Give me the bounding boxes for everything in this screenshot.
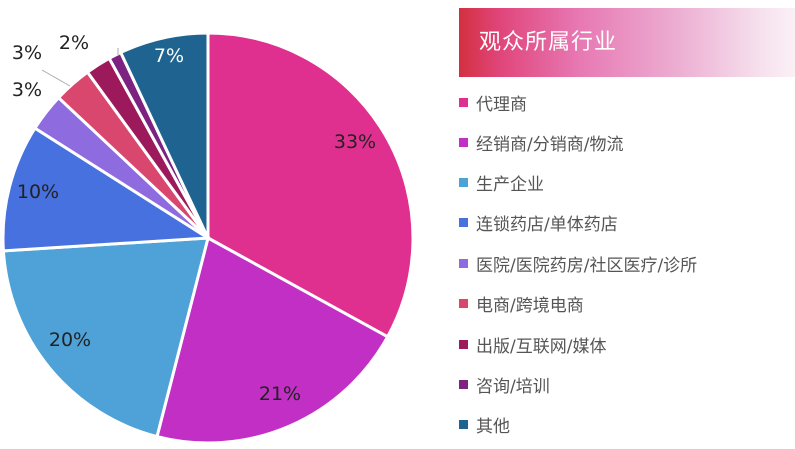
pie-slice	[206, 31, 415, 339]
legend-item: 代理商	[459, 87, 527, 117]
legend-item: 电商/跨境电商	[459, 288, 584, 318]
legend-item: 生产企业	[459, 167, 544, 197]
pie-data-label: 10%	[17, 181, 59, 203]
legend-label: 代理商	[476, 94, 527, 115]
legend-item: 咨询/培训	[459, 369, 550, 399]
pie-data-label: 3%	[12, 79, 42, 101]
legend-swatch	[459, 419, 468, 429]
legend-swatch	[459, 379, 468, 389]
pie-slice	[155, 235, 390, 445]
pie-chart: 33% 21% 20% 10% 3% 3% 2% 7%	[1, 31, 415, 445]
legend-item: 医院/医院药房/社区医疗/诊所	[459, 248, 697, 278]
legend-label: 咨询/培训	[476, 376, 550, 397]
legend-label: 连锁药店/单体药店	[476, 214, 618, 235]
legend-swatch	[459, 217, 468, 227]
legend-label: 电商/跨境电商	[476, 295, 584, 316]
legend-swatch	[459, 258, 468, 268]
legend-swatch	[459, 339, 468, 349]
pie-data-label: 21%	[259, 383, 301, 405]
legend-item: 经销商/分销商/物流	[459, 127, 623, 157]
legend-label: 其他	[476, 416, 510, 437]
legend-swatch	[459, 137, 468, 147]
pie-slice	[1, 126, 213, 253]
pie-data-label: 20%	[49, 329, 91, 351]
chart-title-banner: 观众所属行业	[459, 8, 795, 77]
legend-label: 出版/互联网/媒体	[476, 336, 607, 357]
pie-slice	[1, 236, 210, 439]
pie-data-label: 3%	[12, 42, 42, 64]
pie-data-label: 7%	[154, 45, 184, 67]
legend-swatch	[459, 298, 468, 308]
legend-item: 其他	[459, 409, 510, 439]
legend-swatch	[459, 177, 468, 187]
chart-title: 观众所属行业	[479, 30, 618, 55]
pie-data-label: 33%	[334, 131, 376, 153]
legend-item: 连锁药店/单体药店	[459, 207, 618, 237]
pie-slice	[118, 31, 210, 239]
legend-label: 经销商/分销商/物流	[476, 134, 624, 155]
legend-item: 出版/互联网/媒体	[459, 329, 606, 359]
legend-label: 医院/医院药房/社区医疗/诊所	[476, 255, 698, 276]
pie-data-label: 2%	[59, 32, 89, 54]
leader-line	[41, 69, 71, 87]
legend-label: 生产企业	[476, 174, 544, 195]
legend-swatch	[459, 97, 468, 107]
